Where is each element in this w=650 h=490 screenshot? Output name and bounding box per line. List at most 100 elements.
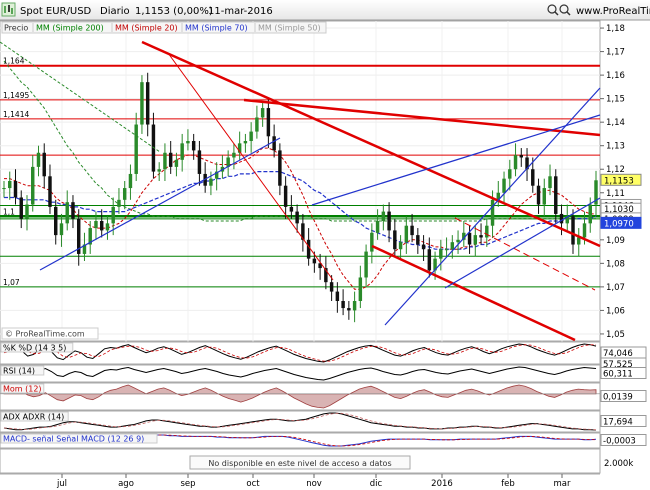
candle-body: [197, 150, 202, 174]
candle-body: [439, 249, 443, 259]
candle-body: [398, 242, 403, 250]
price-axis: 1,181,171,161,151,141,131,121,111,11,091…: [600, 24, 625, 340]
candle-body: [433, 258, 437, 271]
date-label: 11-mar-2016: [208, 6, 273, 17]
candle-body: [335, 291, 340, 301]
x-axis-label: 2016: [431, 479, 453, 489]
indicator-panel: ADX ADXR (14) 17,694: [0, 410, 647, 433]
candle-body: [358, 277, 363, 301]
candle-body: [249, 131, 253, 141]
candle-body: [168, 152, 173, 167]
indicator-tag-box: [600, 390, 647, 402]
price-axis-label: 1,06: [606, 306, 625, 316]
candle-body: [134, 124, 138, 174]
candle-body: [341, 301, 345, 309]
candle-body: [370, 232, 374, 252]
indicator-value: 60,311: [603, 370, 633, 380]
volume-notice: No disponible en este nivel de acceso a …: [208, 459, 391, 468]
candle-body: [421, 244, 426, 250]
candle-body: [19, 197, 23, 219]
legend-mm70[interactable]: MM (Simple 70): [185, 24, 248, 33]
candle-body: [237, 143, 242, 153]
candle-body: [502, 178, 506, 193]
indicator-legend: ADX ADXR (14): [3, 413, 64, 422]
indicator-frame: [0, 341, 601, 365]
candle-body: [404, 225, 409, 243]
candle-body: [13, 181, 18, 198]
candle-body: [456, 239, 460, 243]
candle-body: [347, 308, 351, 311]
candle-body: [485, 225, 489, 238]
candle-body: [71, 202, 75, 219]
candle-body: [548, 176, 552, 189]
candle-body: [301, 223, 305, 240]
level-label: 1,164: [3, 57, 25, 66]
candle-body: [416, 235, 420, 245]
candle-body: [36, 152, 41, 167]
price-tag-r2: 1,1030: [604, 205, 634, 215]
x-axis-label: nov: [306, 479, 322, 489]
zoom-out-icon[interactable]: [559, 4, 571, 16]
candle-body: [473, 235, 478, 245]
candle-body: [48, 176, 52, 207]
channel-dashed-line: [454, 217, 596, 291]
indicator-tag-box: [600, 367, 647, 379]
candle-body: [82, 244, 87, 254]
channel-blue-lower: [444, 197, 601, 289]
candle-body: [565, 216, 569, 224]
candle-body: [272, 136, 276, 151]
indicator-signal-line: [4, 434, 597, 447]
channel-blue-upper: [384, 87, 601, 326]
candle-body: [588, 204, 592, 224]
candle-body: [410, 225, 414, 236]
candle-body: [105, 223, 110, 231]
momentum-area: [3, 384, 597, 409]
candle-body: [393, 230, 397, 250]
indicator-legend: MACD- señal Señal MACD (12 26 9): [3, 435, 144, 444]
candle-body: [479, 235, 483, 238]
watermark-text: © ProRealTime.com: [5, 330, 85, 339]
price-axis-label: 1,13: [606, 142, 625, 152]
candle-body: [295, 211, 299, 224]
chart-type-icon[interactable]: [1, 2, 16, 17]
indicator-legend-box: [0, 433, 158, 444]
indicator-legend-box: [0, 411, 69, 422]
zoom-in-icon[interactable]: [547, 4, 559, 16]
candle-body: [318, 263, 322, 269]
candle-body: [312, 258, 317, 264]
candle-body: [8, 181, 12, 189]
x-axis-label: oct: [246, 479, 260, 489]
candle-body: [329, 282, 334, 292]
indicator-legend: RSI (14): [3, 367, 35, 376]
price-axis-label: 1,07: [606, 283, 625, 293]
candle-body: [462, 232, 466, 240]
price-axis-label: 1,17: [606, 48, 625, 58]
candle-body: [140, 82, 144, 125]
legend-mm20[interactable]: MM (Simple 20): [115, 24, 178, 33]
candle-body: [88, 228, 92, 245]
legend-mm50[interactable]: MM (Simple 50): [258, 24, 321, 33]
candle-body: [381, 211, 386, 221]
candle-body: [508, 169, 512, 179]
candle-body: [117, 199, 121, 207]
price-axis-label: 1,05: [606, 330, 625, 340]
legend-mm200[interactable]: MM (Simple 200): [36, 24, 104, 33]
candle-body: [554, 176, 558, 214]
candle-body: [128, 173, 133, 189]
volume-axis-label: 2.000k: [604, 459, 633, 469]
indicator-frame: [0, 410, 601, 433]
header-bar: Spot EUR/USD Diario 1,1153 (0,00%) 11-ma…: [0, 0, 650, 21]
legend-precio[interactable]: Precio: [4, 24, 28, 33]
candle-body: [571, 216, 575, 245]
downtrend-red-line: [141, 40, 601, 248]
candle-body: [266, 108, 271, 137]
price-tag-last: 1,1153: [604, 176, 634, 186]
indicator-panel: RSI (14) 60,311: [0, 364, 647, 383]
candle-body: [577, 237, 581, 245]
site-link[interactable]: www.ProRealTime.com: [576, 6, 650, 17]
candle-body: [427, 249, 432, 271]
candle-body: [94, 221, 98, 229]
ma-line: [4, 171, 597, 250]
candle-body: [536, 185, 541, 205]
